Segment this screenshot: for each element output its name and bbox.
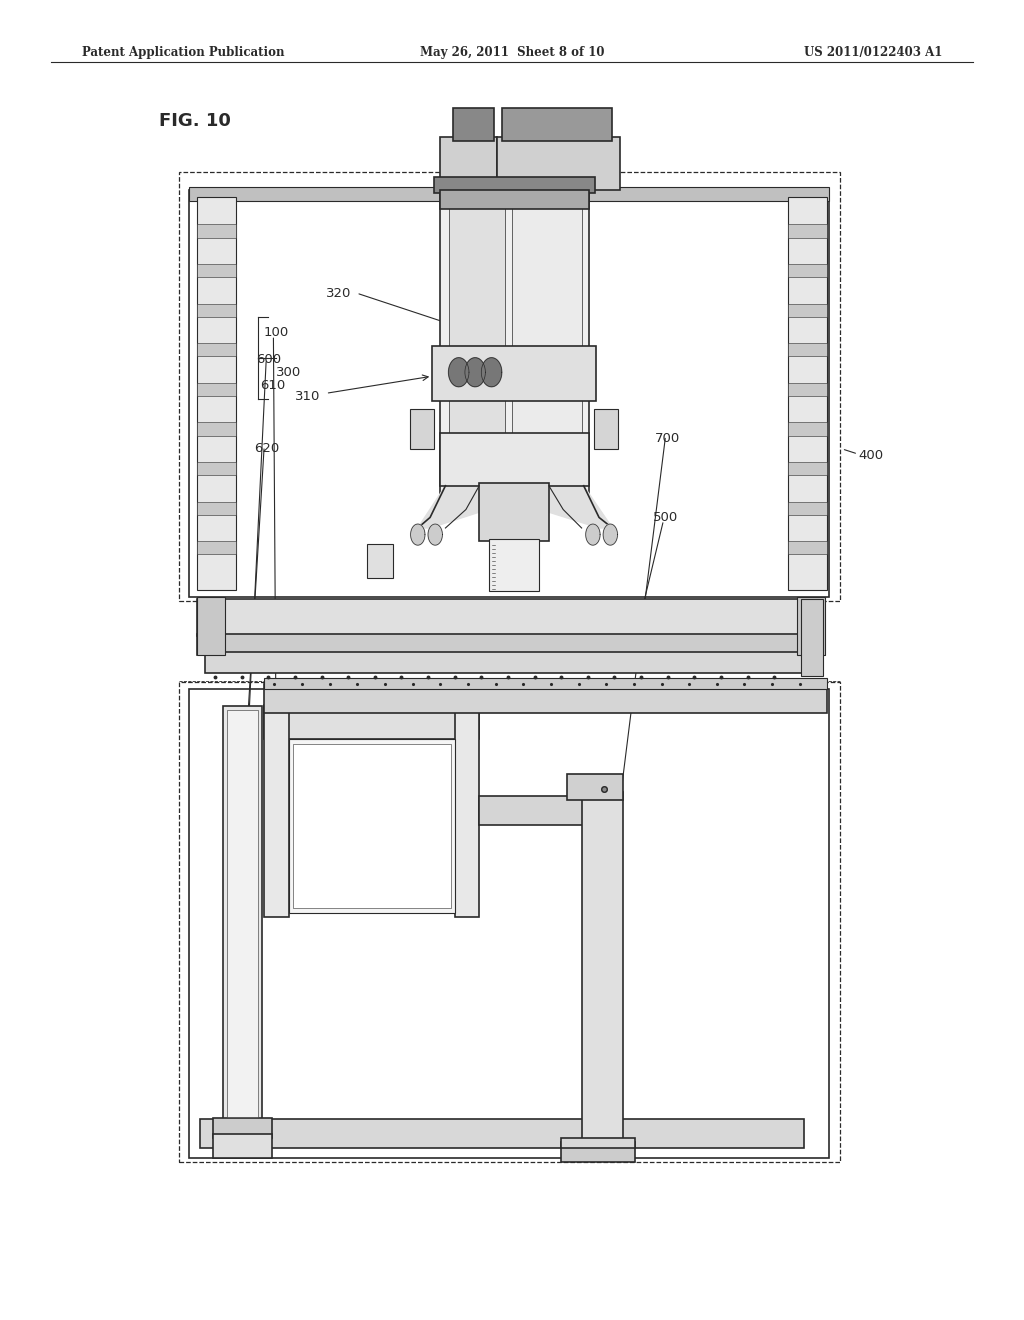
Bar	[479, 796, 600, 825]
Bar	[213, 1134, 272, 1158]
Bar	[432, 346, 596, 401]
Bar	[197, 599, 825, 636]
Text: 700: 700	[655, 432, 681, 445]
Bar	[582, 792, 623, 1148]
Text: Patent Application Publication: Patent Application Publication	[82, 46, 285, 59]
Bar	[264, 705, 479, 739]
Bar	[200, 1119, 804, 1148]
Text: May 26, 2011  Sheet 8 of 10: May 26, 2011 Sheet 8 of 10	[420, 46, 604, 59]
Bar	[567, 774, 623, 800]
Bar	[197, 502, 236, 515]
Bar	[197, 197, 236, 590]
Polygon shape	[586, 524, 600, 545]
Bar	[264, 684, 827, 713]
Polygon shape	[428, 524, 442, 545]
Bar	[197, 304, 236, 317]
Bar	[561, 1142, 635, 1162]
Bar	[440, 190, 589, 209]
Bar	[410, 409, 434, 449]
Bar	[289, 739, 455, 913]
Bar	[197, 634, 825, 655]
Bar	[264, 706, 289, 917]
Bar	[788, 224, 827, 238]
Bar	[788, 422, 827, 436]
Bar	[197, 422, 236, 436]
Bar	[197, 343, 236, 356]
Bar	[179, 682, 840, 1162]
Bar	[479, 483, 549, 541]
Bar	[189, 190, 829, 597]
Bar	[227, 710, 258, 1117]
Text: FIG. 10: FIG. 10	[159, 112, 230, 131]
Text: 100: 100	[263, 326, 289, 339]
Bar	[788, 197, 827, 590]
Text: 500: 500	[653, 511, 679, 524]
Bar	[197, 224, 236, 238]
Polygon shape	[549, 486, 612, 528]
Bar	[489, 539, 539, 591]
Text: 620: 620	[254, 442, 280, 455]
Polygon shape	[411, 524, 425, 545]
Text: US 2011/0122403 A1: US 2011/0122403 A1	[804, 46, 942, 59]
Bar	[788, 343, 827, 356]
Bar	[788, 462, 827, 475]
Text: 310: 310	[295, 389, 321, 403]
Bar	[797, 597, 825, 655]
Bar	[497, 137, 620, 190]
Bar	[197, 597, 225, 655]
Bar	[189, 689, 829, 1158]
Bar	[189, 187, 829, 201]
Bar	[213, 1118, 272, 1138]
Polygon shape	[603, 524, 617, 545]
Bar	[561, 1138, 635, 1148]
Text: 400: 400	[858, 449, 884, 462]
Bar	[205, 652, 815, 673]
Bar	[440, 137, 497, 190]
Bar	[449, 198, 505, 491]
Polygon shape	[449, 358, 469, 387]
Bar	[197, 383, 236, 396]
Bar	[455, 706, 479, 917]
Bar	[434, 177, 595, 193]
Text: 610: 610	[260, 379, 286, 392]
Bar	[440, 433, 589, 486]
Bar	[440, 187, 589, 502]
Bar	[788, 304, 827, 317]
Bar	[788, 541, 827, 554]
Bar	[502, 108, 612, 141]
Polygon shape	[481, 358, 502, 387]
Bar	[197, 541, 236, 554]
Bar	[293, 744, 451, 908]
Text: 320: 320	[326, 286, 351, 300]
Text: 300: 300	[276, 366, 302, 379]
Bar	[453, 108, 494, 141]
Bar	[223, 706, 262, 1122]
Bar	[264, 678, 827, 689]
Bar	[788, 383, 827, 396]
Bar	[788, 502, 827, 515]
Bar	[801, 599, 823, 676]
Text: 600: 600	[256, 352, 282, 366]
Bar	[197, 462, 236, 475]
Bar	[788, 264, 827, 277]
Bar	[512, 198, 582, 491]
Polygon shape	[418, 486, 479, 528]
Bar	[197, 264, 236, 277]
Bar	[367, 544, 393, 578]
Polygon shape	[465, 358, 485, 387]
Bar	[594, 409, 618, 449]
Bar	[179, 172, 840, 601]
